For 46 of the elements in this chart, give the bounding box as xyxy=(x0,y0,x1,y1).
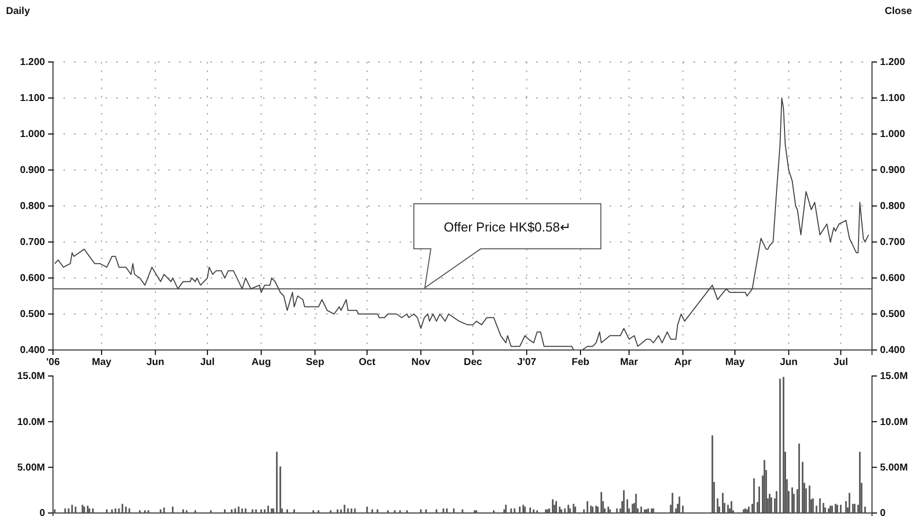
x-tick-label: Feb xyxy=(572,357,590,368)
y2-tick-label: 15.0M xyxy=(880,371,908,382)
y-tick-label: 5.00M xyxy=(17,462,45,474)
annotation: Offer Price HK$0.58↵ xyxy=(444,219,571,234)
x-tick-label: Jun xyxy=(146,357,164,368)
x-tick-label: May xyxy=(92,357,112,368)
x-tick-label: Jul xyxy=(834,357,848,368)
y2-tick-label: 0.800 xyxy=(880,201,906,212)
x-tick-label: J'07 xyxy=(517,357,537,368)
y-tick-label: 1.000 xyxy=(20,129,46,140)
y-tick-label: 1.100 xyxy=(20,93,46,104)
x-tick-label: Mar xyxy=(620,357,638,368)
y2-tick-label: 1.000 xyxy=(880,129,906,140)
y-tick-label: 0.700 xyxy=(20,237,46,248)
x-tick-label: Jun xyxy=(780,357,798,368)
y2-tick-label: 10.0M xyxy=(880,416,908,428)
y2-tick-label: 0.400 xyxy=(880,345,906,356)
x-tick-label: Oct xyxy=(358,357,376,368)
x-tick-label: '06 xyxy=(46,357,60,368)
y-tick-label: 10.0M xyxy=(17,416,45,428)
y-tick-label: 0.900 xyxy=(20,165,46,176)
x-tick-label: Sep xyxy=(306,357,324,368)
y2-axis-title: Close xyxy=(884,6,912,17)
x-tick-label: May xyxy=(725,357,746,368)
y-tick-label: 0 xyxy=(39,508,46,516)
x-tick-label: Aug xyxy=(251,357,271,368)
y2-tick-label: 0.600 xyxy=(880,273,906,284)
x-tick-label: Dec xyxy=(464,357,483,368)
y-tick-label: 0.500 xyxy=(20,309,46,320)
y2-tick-label: 5.00M xyxy=(880,462,908,474)
y2-tick-label: 0.900 xyxy=(880,165,906,176)
y2-tick-label: 1.200 xyxy=(880,57,906,68)
x-tick-label: Nov xyxy=(411,357,431,368)
y-tick-label: 0.600 xyxy=(20,273,46,284)
y-tick-label: 0.400 xyxy=(20,345,46,356)
y-tick-label: 15.0M xyxy=(17,371,45,382)
x-tick-label: Jul xyxy=(200,357,215,368)
y-tick-label: 1.200 xyxy=(20,57,46,68)
y-tick-label: 0.800 xyxy=(20,201,46,212)
y2-tick-label: 0.500 xyxy=(880,309,906,320)
line-series xyxy=(54,98,870,350)
y2-tick-label: 0.700 xyxy=(880,237,906,248)
y2-tick-label: 1.100 xyxy=(880,93,906,104)
x-tick-label: Apr xyxy=(674,357,692,368)
y2-tick-label: 0 xyxy=(880,508,886,516)
chart-title: Daily xyxy=(6,6,30,17)
